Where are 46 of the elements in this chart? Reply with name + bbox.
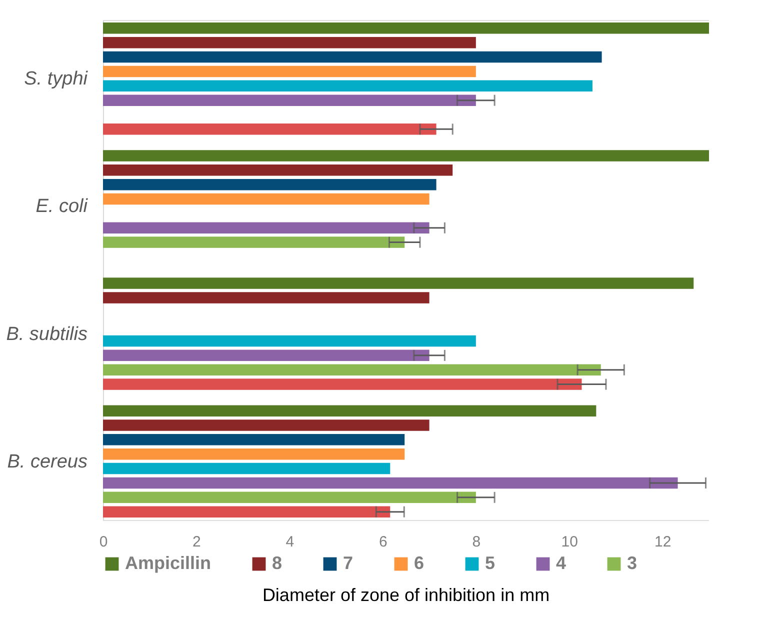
- bar: [103, 420, 430, 431]
- x-tick-label: 2: [192, 534, 201, 550]
- x-tick-label: 4: [286, 534, 294, 550]
- x-tick-label: 6: [379, 534, 388, 550]
- bar: [103, 124, 436, 135]
- legend-label: 6: [414, 553, 424, 573]
- x-tick-label: 10: [561, 534, 578, 550]
- bar: [103, 222, 430, 234]
- bar: [103, 22, 709, 34]
- bar: [103, 477, 678, 489]
- x-tick-label: 0: [99, 534, 108, 550]
- bar: [103, 405, 596, 416]
- bar: [103, 448, 405, 460]
- y-tick-label: B. subtilis: [6, 324, 88, 345]
- x-axis-title: Diameter of zone of inhibition in mm: [262, 585, 550, 605]
- bar: [103, 178, 436, 190]
- bar: [103, 378, 582, 390]
- legend-label: 7: [343, 553, 354, 573]
- legend-label: 8: [272, 553, 282, 573]
- bar: [103, 462, 390, 474]
- y-tick-label: S. typhi: [24, 68, 88, 90]
- x-tick-label: 12: [654, 534, 672, 550]
- bar: [103, 364, 601, 376]
- legend-label: 3: [627, 553, 638, 573]
- bar: [103, 492, 476, 504]
- bar: [103, 94, 476, 106]
- bar: [103, 506, 390, 518]
- bar: [103, 434, 405, 446]
- bar: [103, 66, 476, 78]
- bar: [103, 236, 405, 248]
- bar: [103, 80, 592, 92]
- legend-label: 4: [556, 553, 566, 573]
- bar: [103, 164, 453, 176]
- bar: [103, 335, 476, 347]
- bar: [103, 278, 694, 289]
- bar: [103, 150, 709, 162]
- legend-label: Ampicillin: [125, 553, 212, 573]
- bar: [103, 193, 430, 205]
- x-tick-label: 8: [472, 534, 481, 550]
- bar: [103, 350, 430, 362]
- y-tick-label: E. coli: [36, 196, 88, 218]
- bar: [103, 292, 430, 304]
- y-tick-label: B. cereus: [7, 451, 88, 472]
- bar: [103, 36, 476, 48]
- legend-label: 5: [485, 553, 496, 573]
- bar: [103, 51, 602, 63]
